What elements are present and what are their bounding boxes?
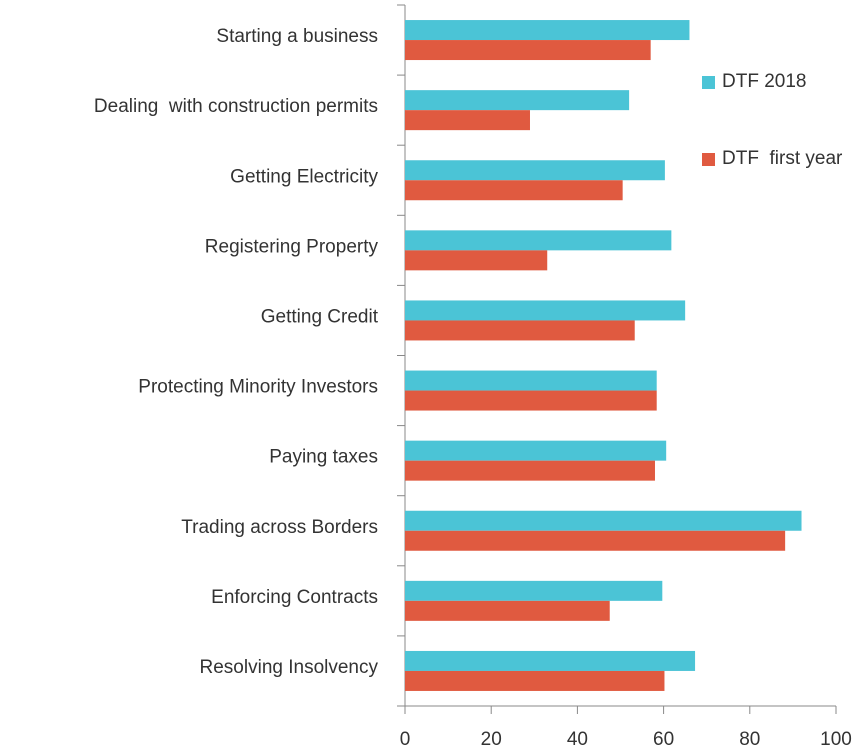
bar: [405, 460, 655, 481]
legend-entry: DTF first year: [702, 145, 852, 173]
x-tick-label: 100: [820, 729, 852, 750]
bar: [405, 440, 667, 461]
category-label: Trading across Borders: [181, 517, 378, 538]
x-tick-label: 80: [739, 729, 760, 750]
bar: [405, 20, 690, 41]
legend-label: DTF 2018: [722, 71, 807, 92]
x-tick-label: 40: [567, 729, 588, 750]
bar: [405, 40, 651, 61]
x-tick-label: 0: [400, 729, 411, 750]
bar: [405, 670, 665, 691]
bar: [405, 650, 696, 671]
x-tick-label: 60: [653, 729, 674, 750]
category-label: Protecting Minority Investors: [138, 377, 378, 398]
category-label: Getting Credit: [261, 306, 379, 327]
bar: [405, 530, 786, 551]
bar: [405, 160, 665, 181]
legend-label: DTF first year: [722, 148, 843, 169]
category-label: Dealing with construction permits: [94, 96, 378, 117]
category-label: Resolving Insolvency: [200, 657, 379, 678]
category-label: Starting a business: [216, 26, 378, 47]
category-label: Getting Electricity: [230, 166, 378, 187]
bar: [405, 230, 672, 251]
bar: [405, 600, 610, 621]
bar: [405, 300, 686, 321]
bar: [405, 90, 630, 111]
legend-swatch: [702, 153, 715, 166]
bar: [405, 250, 548, 271]
bar: [405, 180, 623, 201]
bar: [405, 320, 635, 341]
category-label: Enforcing Contracts: [211, 587, 378, 608]
bar: [405, 110, 530, 131]
category-label: Paying taxes: [269, 447, 378, 468]
legend-swatch: [702, 76, 715, 89]
legend-entry: DTF 2018: [702, 68, 852, 96]
bar: [405, 370, 657, 391]
category-label: Registering Property: [205, 236, 379, 257]
x-tick-label: 20: [481, 729, 502, 750]
bar: [405, 580, 663, 601]
bar: [405, 510, 802, 531]
bar: [405, 390, 657, 411]
